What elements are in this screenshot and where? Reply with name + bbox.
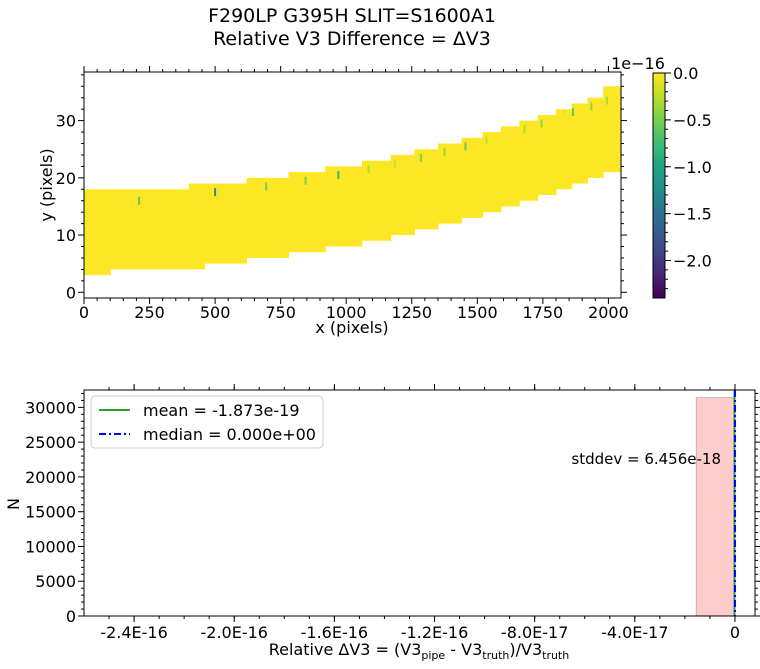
outlier-pixel <box>590 102 593 111</box>
colorbar-exponent: 1e−16 <box>611 54 665 73</box>
x-tick-label: 1750 <box>523 303 564 322</box>
trace-segment <box>603 86 622 173</box>
trace-segment <box>325 166 363 247</box>
outlier-pixel <box>443 148 446 157</box>
outlier-pixel <box>572 108 575 117</box>
figure-title-line2: Relative V3 Difference = ΔV3 <box>213 28 491 50</box>
outlier-pixel <box>265 182 268 191</box>
histogram-x-ticks: -2.4E-16 -2.0E-16 -1.6E-16 -1.2E-16 -8.0E-17… <box>100 384 740 642</box>
x-tick-label: 0 <box>730 623 740 642</box>
histogram-frame <box>83 389 756 617</box>
stddev-annotation: stddev = 6.456e-18 <box>571 450 721 468</box>
x-tick-label: 750 <box>265 303 296 322</box>
colorbar-tick-label: 0.0 <box>673 64 698 83</box>
heatmap-trace-layer <box>84 86 622 276</box>
y-tick-label: 20000 <box>25 468 76 487</box>
outlier-pixel <box>304 176 307 185</box>
trace-segment <box>437 143 463 224</box>
heatmap-x-label: x (pixels) <box>315 318 388 337</box>
trace-segment <box>587 97 604 178</box>
x-tick-label: 250 <box>134 303 165 322</box>
histogram-legend: mean = -1.873e-19 median = 0.000e+00 <box>90 395 324 449</box>
y-tick-label: 15000 <box>25 503 76 522</box>
colorbar-ticks: 0.0 −0.5 −1.0 −1.5 −2.0 <box>665 64 712 290</box>
colorbar: 0.0 −0.5 −1.0 −1.5 −2.0 1e−16 <box>611 54 712 299</box>
heatmap-y-ticks: 0 10 20 30 <box>56 74 627 302</box>
heatmap-panel: 0 250 500 750 1000 1250 1500 1750 2000 0 10 20 30 x… <box>37 66 629 337</box>
trace-segment <box>204 183 248 264</box>
colorbar-tick-label: −2.0 <box>673 252 712 271</box>
y-tick-label: 5000 <box>35 572 76 591</box>
trace-segment <box>188 183 206 270</box>
colorbar-gradient <box>652 72 666 299</box>
colorbar-tick-label: −1.0 <box>673 158 712 177</box>
outlier-pixel <box>214 188 217 197</box>
x-tick-label: 500 <box>200 303 231 322</box>
legend-median-label: median = 0.000e+00 <box>143 425 316 444</box>
outlier-pixel <box>419 153 422 162</box>
x-tick-label: -1.6E-16 <box>301 623 368 642</box>
outlier-pixel <box>138 196 141 205</box>
trace-segment <box>555 109 573 190</box>
trace-segment <box>414 149 439 230</box>
x-tick-label: -4.0E-17 <box>601 623 668 642</box>
colorbar-tick-label: −0.5 <box>673 111 712 130</box>
x-tick-label: 1500 <box>457 303 498 322</box>
histogram-panel: -2.4E-16 -2.0E-16 -1.6E-16 -1.2E-16 -8.0E-17… <box>4 384 760 662</box>
figure-title-line1: F290LP G395H SLIT=S1600A1 <box>208 5 496 27</box>
x-tick-label: -2.4E-16 <box>100 623 167 642</box>
histogram-bars <box>695 397 736 617</box>
histogram-y-ticks: 0 5000 10000 15000 20000 25000 30000 <box>25 392 760 626</box>
heatmap-outlier-layer <box>138 96 609 205</box>
trace-segment <box>500 126 520 207</box>
histogram-y-label: N <box>4 498 23 510</box>
y-tick-label: 10000 <box>25 537 76 556</box>
x-tick-label: -8.0E-17 <box>501 623 568 642</box>
heatmap-x-ticks: 0 250 500 750 1000 1250 1500 1750 2000 <box>79 66 629 322</box>
histogram-bar <box>695 397 736 617</box>
outlier-pixel <box>393 159 396 168</box>
x-tick-label: 1000 <box>326 303 367 322</box>
y-tick-label: 10 <box>56 226 76 245</box>
trace-segment <box>288 172 326 253</box>
y-tick-label: 0 <box>66 283 76 302</box>
heatmap-frame <box>83 71 622 299</box>
trace-segment <box>537 114 557 196</box>
trace-segment <box>110 189 190 270</box>
y-tick-label: 0 <box>66 607 76 626</box>
trace-segment <box>482 132 502 213</box>
x-tick-label: 1250 <box>391 303 432 322</box>
trace-segment <box>361 160 392 241</box>
outlier-pixel <box>367 165 370 174</box>
outlier-pixel <box>464 142 467 151</box>
y-tick-label: 25000 <box>25 433 76 452</box>
outlier-pixel <box>485 136 488 145</box>
trace-segment <box>519 120 539 201</box>
trace-segment <box>246 177 290 258</box>
colorbar-tick-label: −1.5 <box>673 205 712 224</box>
outlier-pixel <box>606 96 609 105</box>
outlier-pixel <box>540 119 543 128</box>
trace-segment <box>84 189 111 276</box>
legend-box <box>90 395 324 449</box>
histogram-x-label: Relative ΔV3 = (V3pipe - V3truth)/V3trut… <box>269 640 569 662</box>
y-tick-label: 20 <box>56 169 76 188</box>
trace-segment <box>571 103 588 184</box>
y-tick-label: 30 <box>56 112 76 131</box>
x-tick-label: -2.0E-16 <box>200 623 267 642</box>
x-tick-label: 2000 <box>588 303 629 322</box>
outlier-pixel <box>523 125 526 134</box>
x-tick-label: -1.2E-16 <box>401 623 468 642</box>
outlier-pixel <box>337 170 340 179</box>
legend-mean-label: mean = -1.873e-19 <box>143 401 300 420</box>
x-tick-label: 0 <box>79 303 89 322</box>
trace-segment <box>461 137 484 218</box>
heatmap-y-label: y (pixels) <box>37 148 56 221</box>
y-tick-label: 30000 <box>25 398 76 417</box>
trace-segment <box>390 154 415 236</box>
